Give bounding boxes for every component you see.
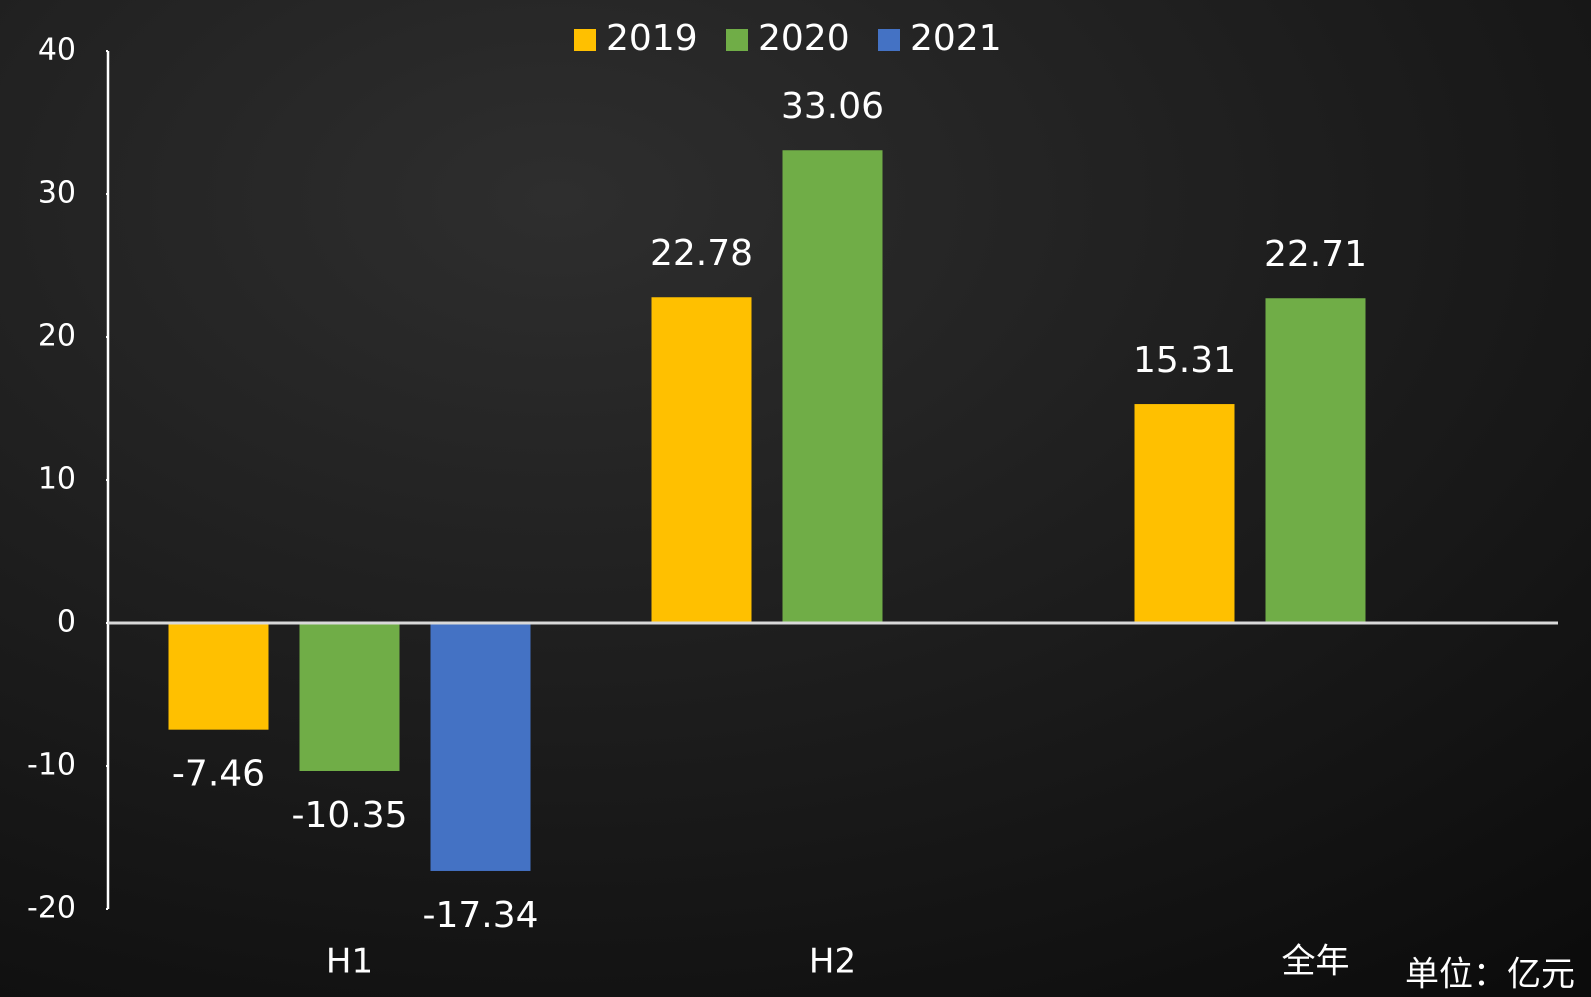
legend-label: 2020 — [758, 18, 850, 59]
y-tick-label: 20 — [38, 319, 76, 354]
y-tick-label: 0 — [57, 605, 76, 640]
x-tick-label: H1 — [326, 942, 373, 982]
y-tick-label: 40 — [38, 33, 76, 68]
unit-annotation: 单位：亿元 — [1405, 955, 1575, 995]
bar — [651, 297, 752, 623]
x-tick-label: H2 — [809, 942, 856, 982]
data-label: -10.35 — [291, 795, 407, 836]
y-tick-label: -10 — [27, 748, 76, 783]
legend-swatch — [878, 29, 900, 51]
y-tick-label: 10 — [38, 462, 76, 497]
legend-swatch — [726, 29, 748, 51]
data-label: 15.31 — [1133, 340, 1236, 381]
bar — [168, 623, 269, 730]
bar — [299, 623, 400, 772]
data-label: 22.78 — [650, 233, 753, 274]
bar — [1134, 404, 1235, 623]
legend-swatch — [574, 29, 596, 51]
x-tick-label: 全年 — [1282, 942, 1350, 982]
y-tick-label: 30 — [38, 176, 76, 211]
bar — [1265, 298, 1366, 623]
legend-label: 2021 — [910, 18, 1002, 59]
legend-label: 2019 — [606, 18, 698, 59]
data-label: -17.34 — [422, 895, 538, 936]
data-label: 22.71 — [1264, 234, 1367, 275]
bar — [430, 623, 531, 871]
y-tick-label: -20 — [27, 891, 76, 926]
data-label: -7.46 — [172, 754, 265, 795]
data-label: 33.06 — [781, 86, 884, 127]
bar — [782, 150, 883, 623]
